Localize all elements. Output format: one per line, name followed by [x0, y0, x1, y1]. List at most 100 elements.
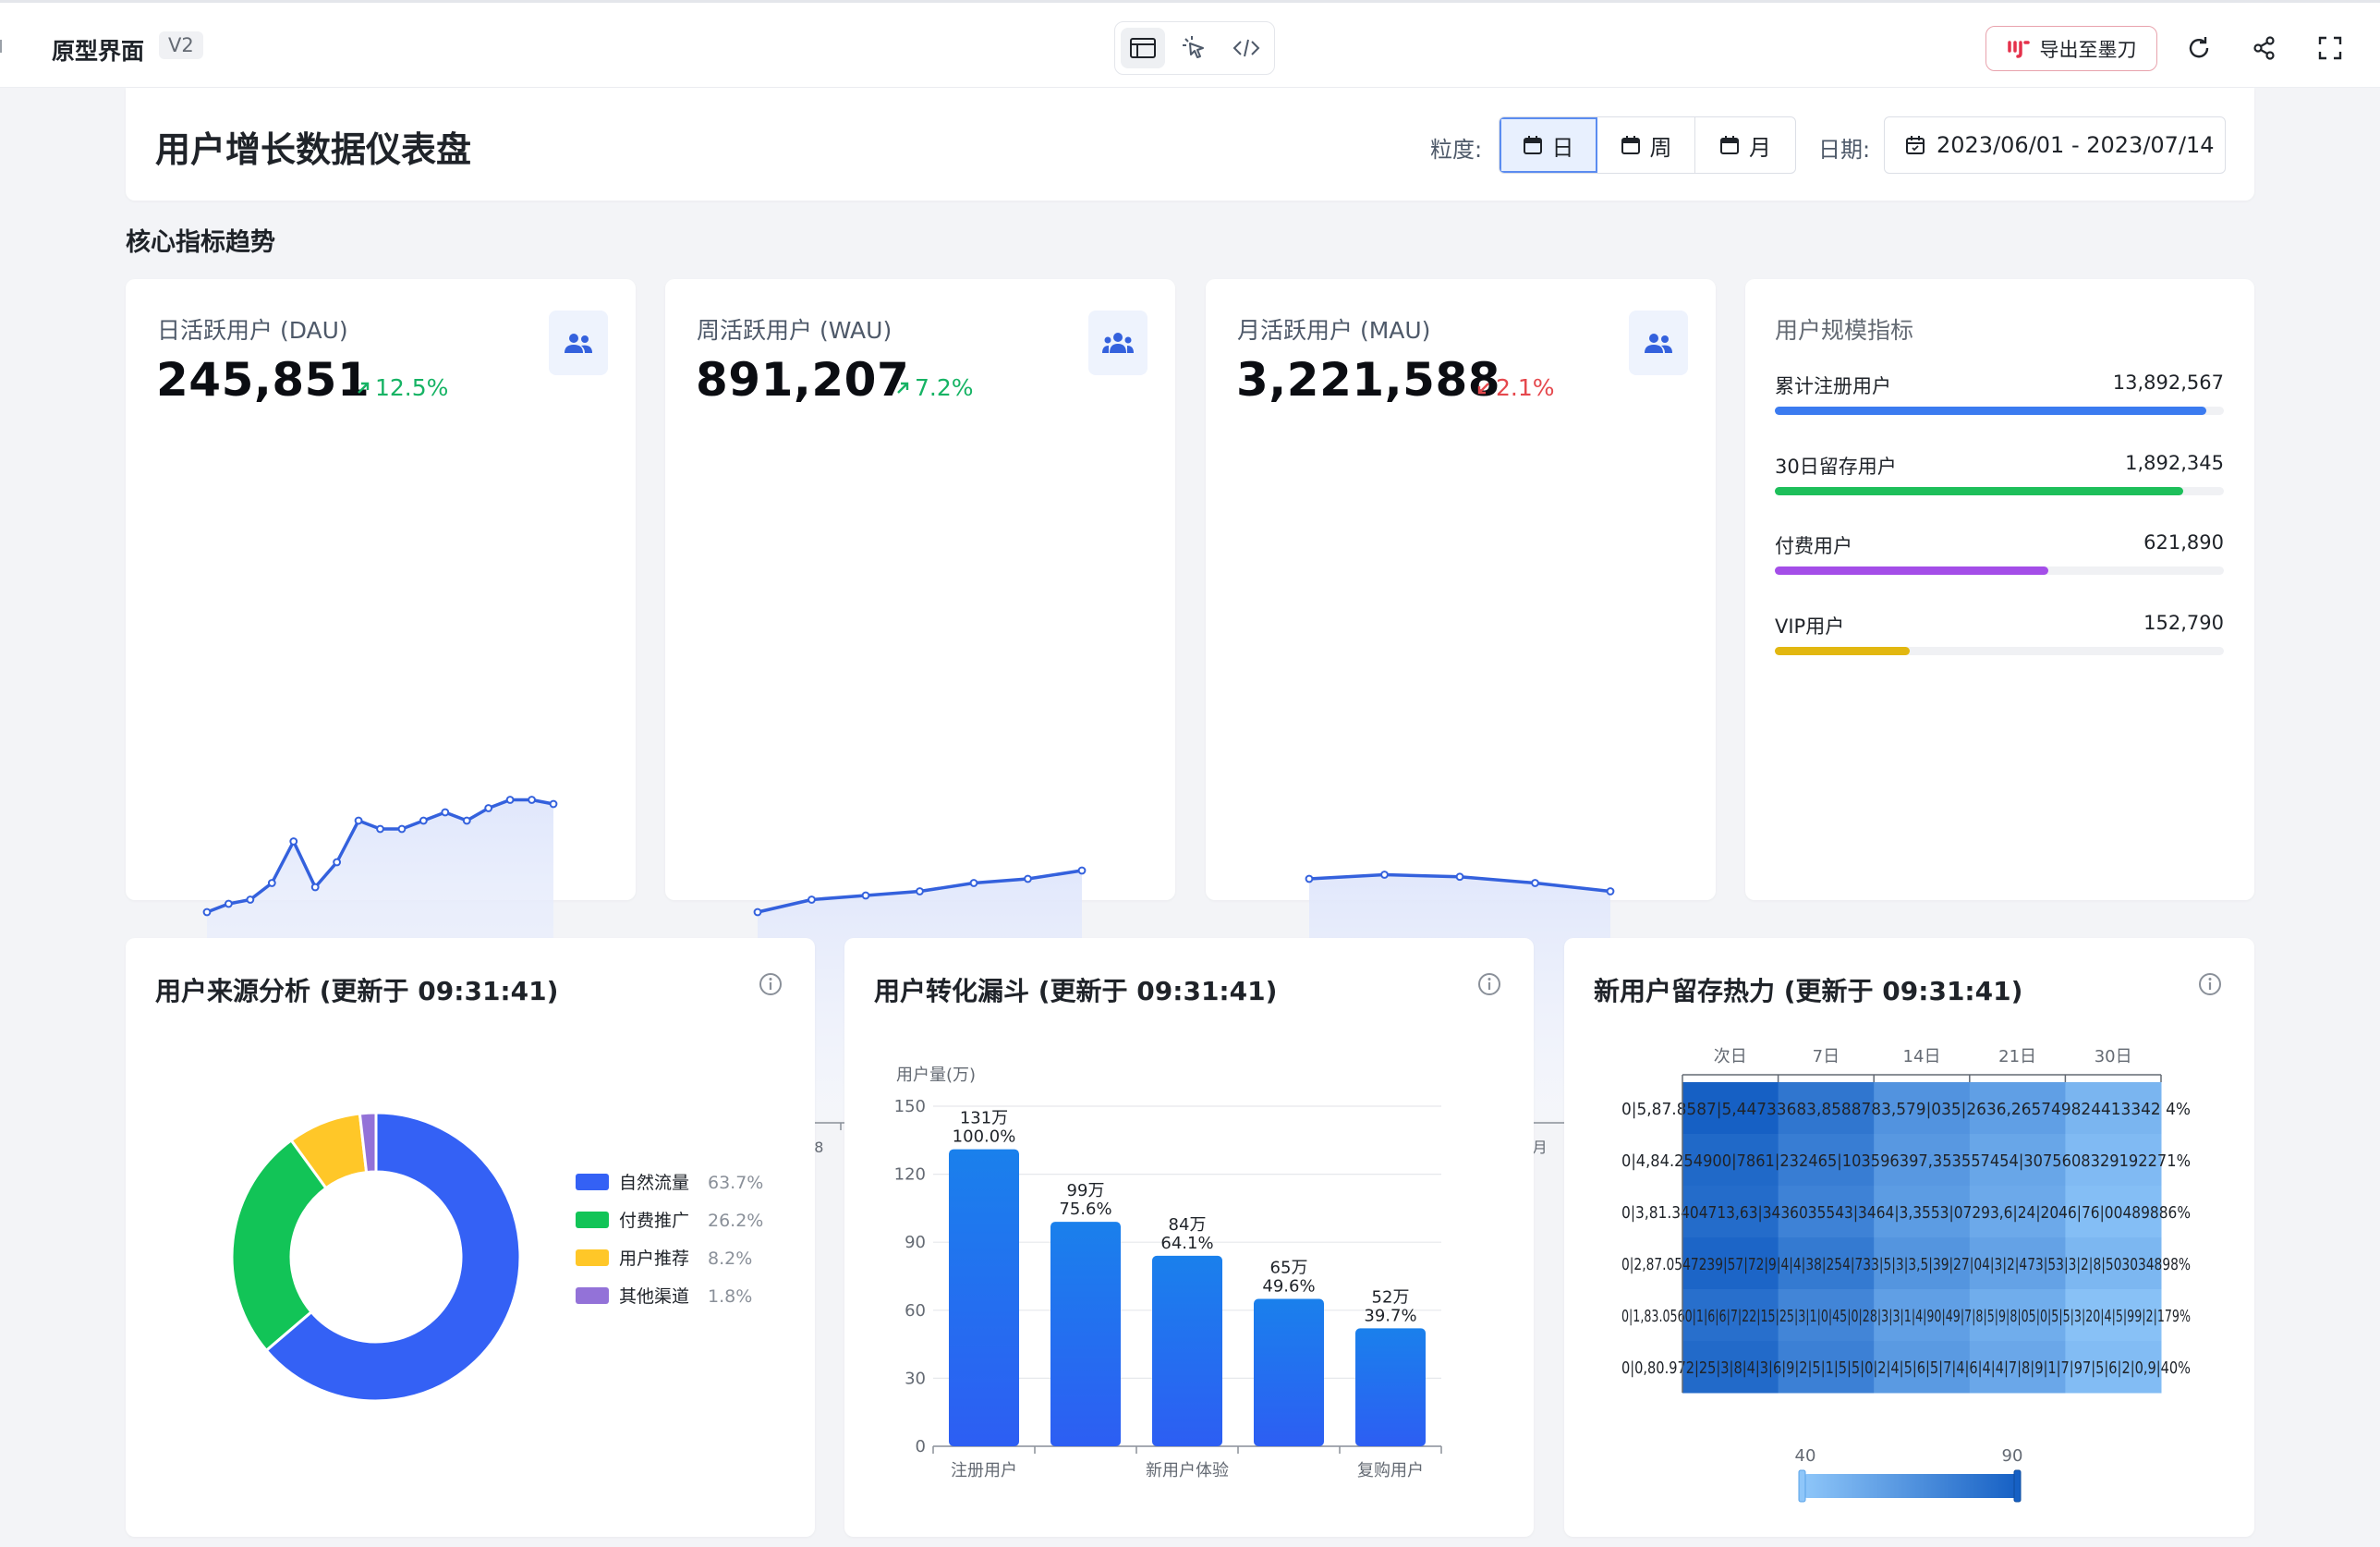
- funnel-bar: [1050, 1222, 1121, 1446]
- y-axis-label: 用户量(万): [896, 1066, 976, 1085]
- trend-point: [246, 895, 255, 904]
- kpi-delta-value: 7.2%: [915, 374, 974, 401]
- info-icon[interactable]: [758, 971, 783, 997]
- bar-percent-label: 49.6%: [1262, 1277, 1315, 1297]
- donut-slice: [358, 1111, 378, 1175]
- trend-point: [753, 907, 762, 917]
- trend-point: [808, 895, 816, 904]
- trend-point: [289, 837, 298, 846]
- arrow-up-right-icon: [897, 382, 909, 394]
- share-icon: [2253, 36, 2275, 60]
- fullscreen-button[interactable]: [2314, 32, 2346, 64]
- heatmap-cell: [1682, 1289, 1779, 1342]
- heatmap-cell: [1874, 1289, 1971, 1342]
- scale-max-label: 90: [2002, 1446, 2023, 1466]
- y-tick-label: 90: [905, 1233, 926, 1252]
- section-title: 核心指标趋势: [126, 228, 275, 257]
- scale-track: [1775, 487, 2224, 495]
- bar-percent-label: 64.1%: [1160, 1234, 1213, 1253]
- scale-title: 用户规模指标: [1775, 317, 1914, 344]
- users-group-icon: [1102, 333, 1134, 353]
- share-button[interactable]: [2249, 32, 2280, 64]
- row-label: 0|3,81.3404713,63|3436035543|3464|3,3553…: [1621, 1203, 2191, 1223]
- granularity-day-button[interactable]: 日: [1500, 117, 1597, 173]
- info-icon[interactable]: [1476, 971, 1502, 997]
- x-tick-label: 新用户体验: [1146, 1461, 1229, 1480]
- trend-point: [441, 808, 450, 817]
- scale-track: [1775, 407, 2224, 415]
- heatmap-cell: [1969, 1341, 2066, 1394]
- trend-point: [202, 907, 212, 917]
- kpi-icon-badge: [1629, 311, 1688, 375]
- kpi-delta-value: 2.1%: [1496, 374, 1555, 401]
- trend-point: [354, 816, 363, 825]
- funnel-bar: [1152, 1255, 1222, 1446]
- scale-fill: [1775, 407, 2206, 415]
- kpi-value: 245,851: [156, 353, 370, 407]
- kpi-icon-badge: [549, 311, 608, 375]
- heatmap-cell: [1682, 1237, 1779, 1290]
- visual-map-handle: [2013, 1469, 2022, 1503]
- trend-point: [528, 796, 536, 804]
- legend-swatch: [576, 1212, 609, 1228]
- y-tick-label: 0: [916, 1437, 926, 1456]
- kpi-delta: 2.1%: [1475, 374, 1555, 401]
- trend-point: [462, 816, 471, 825]
- trend-point: [310, 883, 320, 892]
- trend-point: [333, 858, 342, 867]
- trend-point: [397, 824, 407, 834]
- y-tick-label: 120: [894, 1165, 926, 1185]
- granularity-month-button[interactable]: 月: [1695, 117, 1795, 173]
- arrow-down-left-icon: [1477, 382, 1489, 394]
- trend-point: [1531, 879, 1539, 887]
- inspect-mode-button[interactable]: [1172, 28, 1217, 68]
- modao-logo-icon: [2007, 40, 2030, 58]
- legend-label: 用户推荐: [619, 1249, 689, 1269]
- scale-row-value: 13,892,567: [2112, 372, 2224, 394]
- funnel-bar: [1254, 1298, 1324, 1446]
- panel-title: 新用户留存热力 (更新于 09:31:41): [1594, 976, 2023, 1006]
- scale-row-value: 1,892,345: [2125, 452, 2224, 474]
- trend-point: [225, 899, 233, 908]
- granularity-month-label: 月: [1749, 134, 1771, 161]
- trend-point: [1606, 887, 1615, 895]
- trend-point: [1077, 866, 1087, 875]
- visual-map-handle: [1798, 1469, 1806, 1503]
- trend-point: [1024, 874, 1032, 883]
- preview-mode-button[interactable]: [1121, 28, 1165, 68]
- scale-row-name: 累计注册用户: [1775, 375, 1891, 397]
- legend-value: 26.2%: [708, 1211, 763, 1231]
- granularity-week-button[interactable]: 周: [1597, 117, 1695, 173]
- y-tick-label: 30: [905, 1369, 926, 1388]
- bar-percent-label: 100.0%: [953, 1127, 1016, 1147]
- kpi-label: 日活跃用户 (DAU): [157, 317, 348, 344]
- funnel-panel: 用户转化漏斗 (更新于 09:31:41) 用户量(万) 0 30 60 90 120 15…: [844, 938, 1534, 1537]
- export-button[interactable]: 导出至墨刀: [1985, 26, 2157, 71]
- kpi-card-wau: 周活跃用户 (WAU) 891,207 7.2% 6/16/86/156/226…: [665, 279, 1175, 1156]
- heatmap-cell: [1682, 1341, 1779, 1394]
- refresh-button[interactable]: [2183, 32, 2215, 64]
- row-label: 0|5,87.8587|5,44733683,8588783,579|035|2…: [1621, 1100, 2191, 1119]
- bar-percent-label: 75.6%: [1059, 1200, 1111, 1219]
- trend-point: [1380, 871, 1389, 879]
- kpi-value: 891,207: [696, 353, 910, 407]
- date-range-picker[interactable]: 2023/06/01 - 2023/07/14: [1884, 116, 2226, 174]
- x-tick-label: 复购用户: [1357, 1461, 1424, 1480]
- inspect-icon: [1183, 36, 1204, 58]
- heatmap-cell: [2065, 1341, 2162, 1394]
- bar-value-label: 84万: [1169, 1215, 1207, 1235]
- retention-heatmap: 次日 7日 14日 21日 30日 0|5,87.8587|5,44733683,8588…: [1621, 1047, 2191, 1503]
- heatmap-cell: [1778, 1134, 1875, 1187]
- sidebar-edge[interactable]: [0, 40, 6, 53]
- heatmap-cell: [1969, 1237, 2066, 1290]
- trend-point: [916, 887, 924, 895]
- fullscreen-icon: [2318, 36, 2342, 60]
- legend-value: 1.8%: [708, 1286, 752, 1307]
- kpi-value: 3,221,588: [1236, 353, 1501, 407]
- info-icon[interactable]: [2197, 971, 2223, 997]
- code-mode-button[interactable]: [1224, 28, 1269, 68]
- panel-title: 用户来源分析 (更新于 09:31:41): [155, 976, 559, 1006]
- funnel-bar: [949, 1149, 1019, 1446]
- mode-switcher: [1114, 21, 1275, 75]
